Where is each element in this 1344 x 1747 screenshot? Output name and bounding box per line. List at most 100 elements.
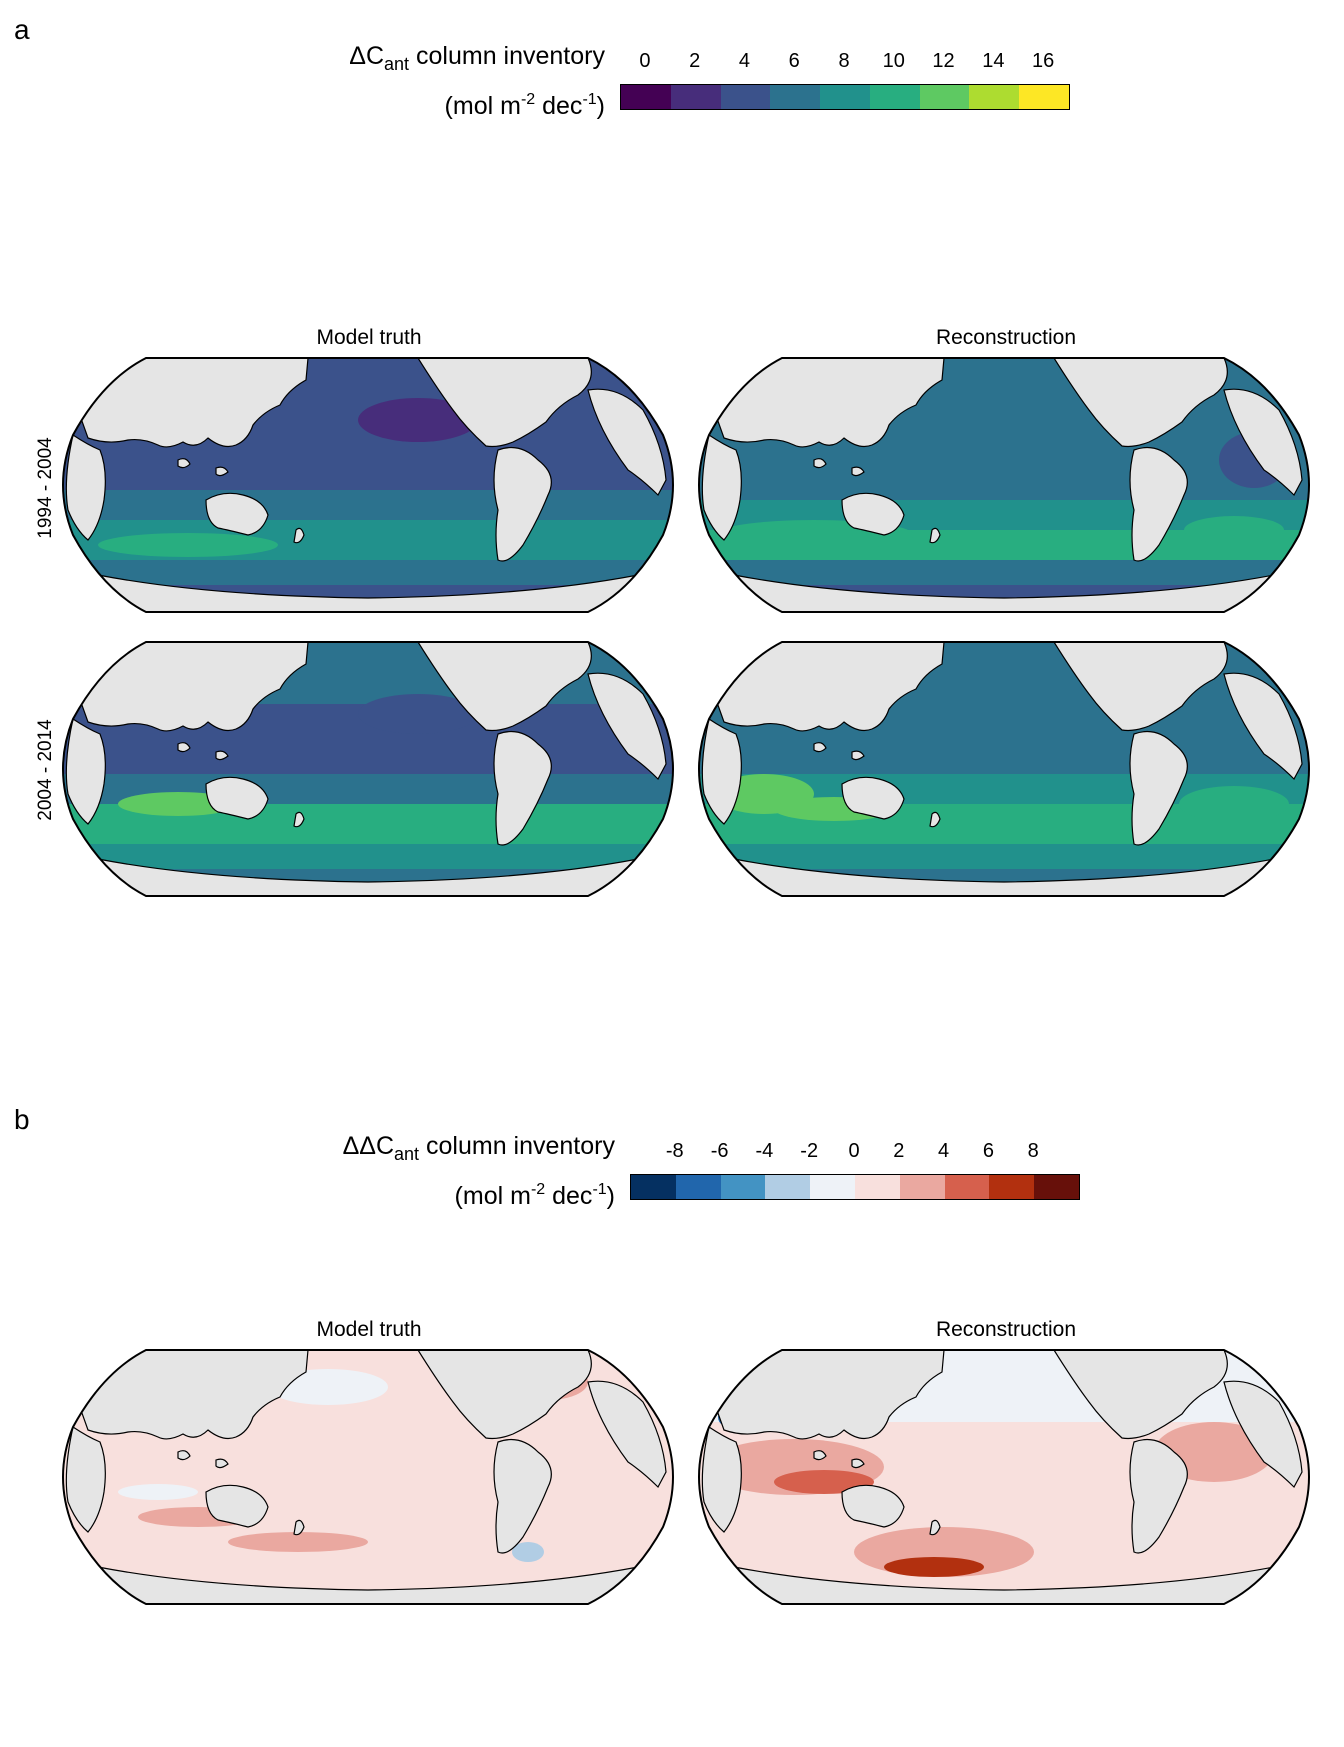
colorbar-a-sub: ant [384, 54, 410, 74]
ocean-feature-5 [118, 1484, 198, 1500]
land-3 [416, 358, 592, 448]
land-7 [929, 811, 941, 828]
cbA-ticks-8: 16 [1031, 50, 1055, 72]
colorbar-b-rest: column inventory [419, 1132, 615, 1160]
land-9 [851, 750, 865, 761]
land-3 [416, 642, 592, 732]
ocean-field [699, 1350, 1309, 1604]
land-5 [587, 672, 667, 780]
land-0 [77, 1350, 309, 1440]
cbB-swatch-4 [810, 1175, 855, 1199]
ocean-field [63, 1350, 673, 1604]
map-a-model-truth-1994-2004 [62, 357, 674, 613]
land-3 [1052, 358, 1228, 448]
land-2 [841, 1484, 905, 1528]
land-5 [587, 1380, 667, 1488]
map-b-reconstruction [698, 1349, 1310, 1605]
colorbar-a [620, 84, 1070, 110]
land-7 [293, 1519, 305, 1536]
land-0 [713, 642, 945, 732]
panel-a-title-model-truth: Model truth [316, 326, 422, 349]
ocean-field [699, 358, 1309, 612]
cbA-ticks-6: 12 [932, 50, 955, 72]
land-1 [65, 718, 106, 825]
land-5 [1223, 1380, 1303, 1488]
map-outline [698, 357, 1310, 613]
colorbar-b-units-exp2: -1 [592, 1181, 607, 1198]
map-a-reconstruction-2004-2014 [698, 641, 1310, 897]
ocean-band-4 [63, 560, 673, 585]
cbB-swatch-9 [1034, 1175, 1079, 1199]
cbA-ticks-7: 14 [982, 50, 1005, 72]
land-8 [813, 458, 827, 469]
cbB-swatch-0 [631, 1175, 676, 1199]
cbA-ticks-3: 6 [788, 50, 800, 72]
land-7 [929, 527, 941, 544]
cbA-swatch-3 [770, 85, 821, 109]
colorbar-a-delta: ΔC [349, 42, 385, 70]
cbB-ticks-0: -8 [665, 1140, 684, 1162]
map-outline [62, 357, 674, 613]
land-2 [205, 776, 269, 820]
panel-b-letter: b [14, 1104, 30, 1135]
map-outline [62, 641, 674, 897]
colorbar-b-units-mid: dec [545, 1182, 593, 1210]
cbB-swatch-6 [899, 1175, 945, 1199]
ocean-feature-4 [884, 1557, 984, 1577]
colorbar-b-units-pre: (mol m [454, 1182, 531, 1210]
ocean-field [63, 358, 673, 612]
land-1 [65, 1426, 106, 1533]
land-1 [701, 434, 742, 541]
land-2 [205, 1484, 269, 1528]
cbA-swatch-1 [670, 85, 721, 109]
colorbar-b-delta: ΔΔC [342, 1132, 395, 1160]
ocean-feature-2 [98, 533, 278, 557]
land-1 [65, 434, 106, 541]
land-8 [813, 1450, 827, 1461]
land-0 [713, 1350, 945, 1440]
land-1 [701, 1426, 742, 1533]
cbB-ticks-4: 0 [848, 1140, 860, 1162]
cbB-swatch-7 [944, 1175, 990, 1199]
panel-a-title-reconstruction: Reconstruction [935, 326, 1077, 349]
cbA-swatch-4 [820, 85, 870, 109]
cbB-ticks-7: 6 [982, 1140, 994, 1162]
land-4 [1129, 1439, 1188, 1554]
cbB-ticks-2: -4 [755, 1140, 774, 1162]
map-b-model-truth [62, 1349, 674, 1605]
cbA-swatch-5 [869, 85, 920, 109]
colorbar-b-units-exp1: -2 [530, 1181, 546, 1198]
land-9 [215, 1458, 229, 1469]
land-7 [929, 1519, 941, 1536]
land-4 [493, 731, 552, 846]
land-2 [841, 776, 905, 820]
panel-a-letter: a [14, 14, 30, 45]
land-0 [77, 358, 309, 448]
panel-b-title-model-truth: Model truth [316, 1318, 422, 1341]
cbA-ticks-5: 10 [882, 50, 905, 72]
land-7 [293, 527, 305, 544]
cbB-ticks-3: -2 [800, 1140, 819, 1162]
land-5 [1223, 672, 1303, 780]
land-9 [851, 1458, 865, 1469]
land-2 [205, 492, 269, 536]
colorbar-b-title: ΔΔCant column inventory (mol m-2 dec-1) [200, 1128, 615, 1214]
land-3 [416, 1350, 592, 1440]
land-5 [1223, 388, 1303, 496]
land-8 [177, 458, 191, 469]
cbA-swatch-8 [1019, 85, 1070, 109]
land-8 [177, 1450, 191, 1461]
land-7 [293, 811, 305, 828]
land-4 [1129, 447, 1188, 562]
cbA-swatch-6 [919, 85, 970, 109]
colorbar-b-sub: ant [394, 1144, 420, 1164]
cbA-ticks-0: 0 [639, 50, 651, 72]
cbB-swatch-2 [720, 1175, 766, 1199]
ocean-feature-0 [268, 1369, 388, 1405]
colorbar-a-units-pre: (mol m [444, 92, 521, 120]
ocean-band-4 [699, 560, 1309, 585]
map-outline [698, 641, 1310, 897]
land-8 [177, 742, 191, 753]
land-0 [713, 358, 945, 448]
map-a-model-truth-2004-2014 [62, 641, 674, 897]
